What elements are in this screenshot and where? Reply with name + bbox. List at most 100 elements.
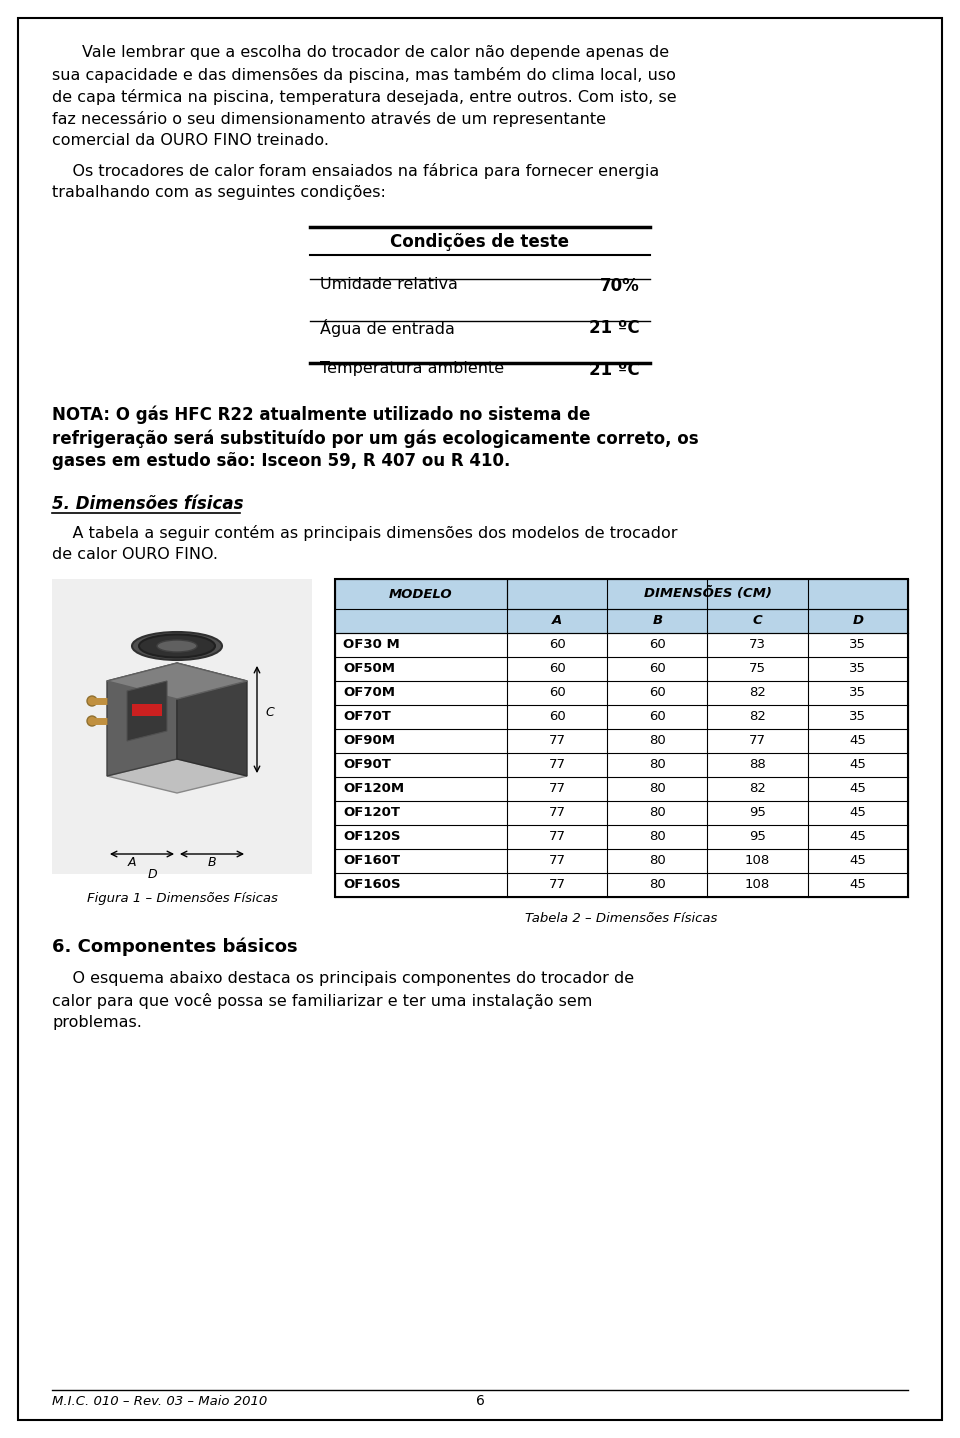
- Text: 60: 60: [649, 663, 665, 676]
- Text: de calor OURO FINO.: de calor OURO FINO.: [52, 546, 218, 562]
- Text: 45: 45: [850, 735, 866, 748]
- Text: OF30 M: OF30 M: [343, 638, 399, 651]
- Text: 77: 77: [548, 758, 565, 772]
- Text: 45: 45: [850, 854, 866, 867]
- Text: 95: 95: [749, 807, 766, 820]
- Text: 35: 35: [850, 638, 866, 651]
- Bar: [335, 729, 908, 754]
- Text: OF70T: OF70T: [343, 710, 391, 723]
- Text: 77: 77: [548, 854, 565, 867]
- Bar: [335, 580, 908, 897]
- Text: Os trocadores de calor foram ensaiados na fábrica para fornecer energia: Os trocadores de calor foram ensaiados n…: [52, 162, 660, 178]
- Text: gases em estudo são: Isceon 59, R 407 ou R 410.: gases em estudo são: Isceon 59, R 407 ou…: [52, 452, 511, 470]
- Text: 73: 73: [749, 638, 766, 651]
- Text: M.I.C. 010 – Rev. 03 – Maio 2010: M.I.C. 010 – Rev. 03 – Maio 2010: [52, 1395, 267, 1408]
- Text: 77: 77: [548, 831, 565, 844]
- Text: 60: 60: [549, 710, 565, 723]
- Text: Umidade relativa: Umidade relativa: [320, 278, 458, 292]
- Text: 80: 80: [649, 831, 665, 844]
- Text: 45: 45: [850, 831, 866, 844]
- Bar: [335, 682, 908, 705]
- Text: D: D: [852, 614, 863, 627]
- Text: faz necessário o seu dimensionamento através de um representante: faz necessário o seu dimensionamento atr…: [52, 111, 606, 127]
- Bar: [335, 580, 908, 610]
- Text: 45: 45: [850, 782, 866, 795]
- Text: 80: 80: [649, 758, 665, 772]
- Text: C: C: [265, 706, 274, 719]
- Ellipse shape: [157, 640, 197, 651]
- Text: 60: 60: [549, 686, 565, 699]
- Text: OF160T: OF160T: [343, 854, 400, 867]
- Text: 77: 77: [548, 807, 565, 820]
- Text: B: B: [207, 856, 216, 869]
- Text: 77: 77: [548, 782, 565, 795]
- Text: OF70M: OF70M: [343, 686, 395, 699]
- Text: 77: 77: [548, 735, 565, 748]
- Text: OF120M: OF120M: [343, 782, 404, 795]
- Bar: [335, 873, 908, 897]
- Bar: [335, 825, 908, 848]
- Text: 5. Dimensões físicas: 5. Dimensões físicas: [52, 495, 244, 513]
- Text: 45: 45: [850, 758, 866, 772]
- Polygon shape: [107, 759, 247, 792]
- Text: NOTA: O gás HFC R22 atualmente utilizado no sistema de: NOTA: O gás HFC R22 atualmente utilizado…: [52, 406, 590, 424]
- Text: trabalhando com as seguintes condições:: trabalhando com as seguintes condições:: [52, 186, 386, 200]
- Text: 82: 82: [749, 710, 766, 723]
- Text: 60: 60: [649, 686, 665, 699]
- Circle shape: [87, 696, 97, 706]
- Text: sua capacidade e das dimensões da piscina, mas também do clima local, uso: sua capacidade e das dimensões da piscin…: [52, 68, 676, 83]
- Text: 60: 60: [549, 638, 565, 651]
- Text: 21 ºC: 21 ºC: [589, 319, 640, 336]
- Text: C: C: [753, 614, 762, 627]
- Text: OF120S: OF120S: [343, 831, 400, 844]
- Text: refrigeração será substituído por um gás ecologicamente correto, os: refrigeração será substituído por um gás…: [52, 429, 699, 447]
- Text: O esquema abaixo destaca os principais componentes do trocador de: O esquema abaixo destaca os principais c…: [52, 971, 635, 986]
- Bar: [335, 610, 908, 633]
- Text: Temperatura ambiente: Temperatura ambiente: [320, 361, 504, 375]
- Text: 82: 82: [749, 686, 766, 699]
- Text: 60: 60: [649, 710, 665, 723]
- Bar: [335, 705, 908, 729]
- Text: 45: 45: [850, 807, 866, 820]
- Text: 6. Componentes básicos: 6. Componentes básicos: [52, 938, 298, 955]
- Text: 35: 35: [850, 710, 866, 723]
- Text: 77: 77: [749, 735, 766, 748]
- Text: D: D: [147, 869, 156, 881]
- Text: 35: 35: [850, 663, 866, 676]
- Text: de capa térmica na piscina, temperatura desejada, entre outros. Com isto, se: de capa térmica na piscina, temperatura …: [52, 89, 677, 105]
- Text: Tabela 2 – Dimensões Físicas: Tabela 2 – Dimensões Físicas: [525, 912, 718, 925]
- Bar: [335, 754, 908, 777]
- Bar: [335, 848, 908, 873]
- Polygon shape: [107, 663, 177, 777]
- Polygon shape: [127, 682, 167, 741]
- Text: A tabela a seguir contém as principais dimensões dos modelos de trocador: A tabela a seguir contém as principais d…: [52, 525, 678, 541]
- Text: A: A: [552, 614, 563, 627]
- Text: calor para que você possa se familiarizar e ter uma instalação sem: calor para que você possa se familiariza…: [52, 994, 592, 1009]
- Bar: [132, 705, 162, 716]
- Ellipse shape: [132, 631, 222, 660]
- Text: OF50M: OF50M: [343, 663, 395, 676]
- Text: OF160S: OF160S: [343, 879, 400, 892]
- Text: 108: 108: [745, 879, 770, 892]
- Text: A: A: [128, 856, 136, 869]
- Text: 35: 35: [850, 686, 866, 699]
- Text: Figura 1 – Dimensões Físicas: Figura 1 – Dimensões Físicas: [86, 892, 277, 905]
- Text: 60: 60: [649, 638, 665, 651]
- Bar: [335, 657, 908, 682]
- Ellipse shape: [139, 634, 215, 657]
- Text: 82: 82: [749, 782, 766, 795]
- Text: 45: 45: [850, 879, 866, 892]
- Text: Vale lembrar que a escolha do trocador de calor não depende apenas de: Vale lembrar que a escolha do trocador d…: [82, 45, 669, 60]
- Text: 6: 6: [475, 1393, 485, 1408]
- Text: OF90T: OF90T: [343, 758, 391, 772]
- Text: 77: 77: [548, 879, 565, 892]
- Text: 21 ºC: 21 ºC: [589, 361, 640, 380]
- Text: comercial da OURO FINO treinado.: comercial da OURO FINO treinado.: [52, 132, 329, 148]
- Text: 60: 60: [549, 663, 565, 676]
- Bar: [335, 801, 908, 825]
- Text: 75: 75: [749, 663, 766, 676]
- Bar: [52, 580, 312, 874]
- Text: 80: 80: [649, 879, 665, 892]
- Text: Condições de teste: Condições de teste: [391, 233, 569, 252]
- Polygon shape: [107, 663, 247, 699]
